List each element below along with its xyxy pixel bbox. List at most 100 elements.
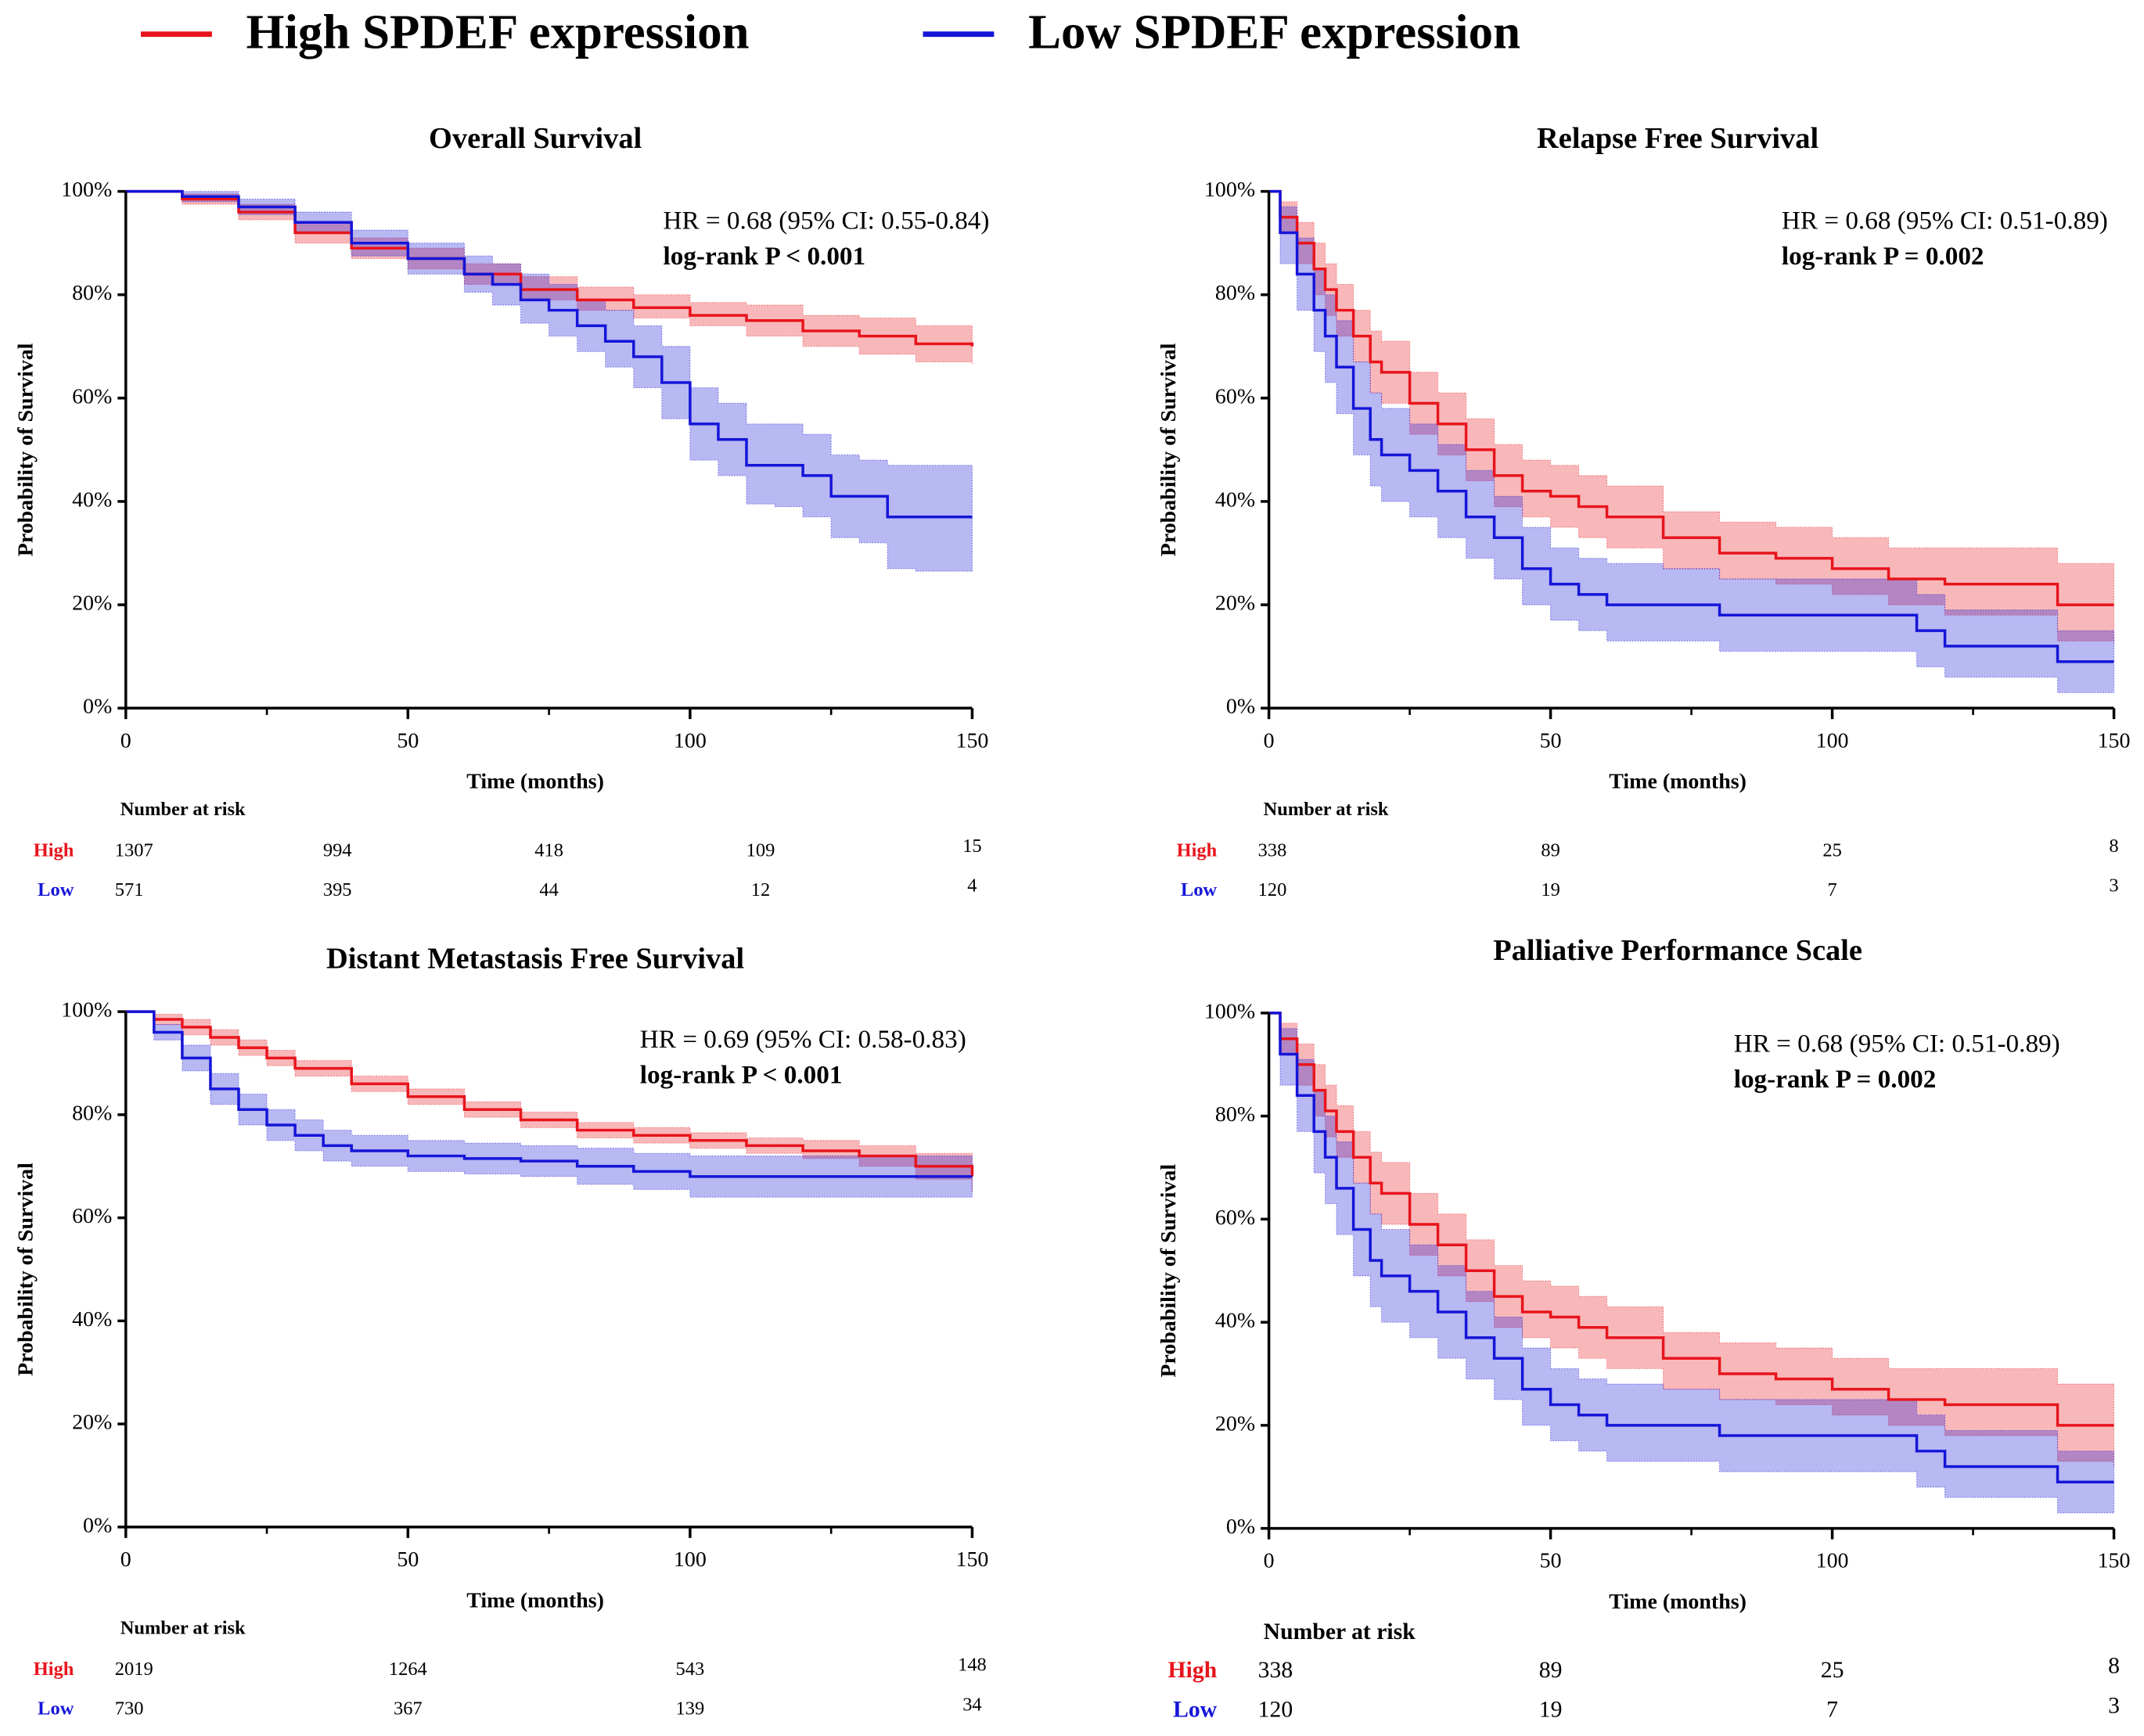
legend-label: High SPDEF expression	[246, 5, 750, 59]
y-tick-label: 20%	[1215, 591, 1255, 615]
y-axis-label: Probability of Survival	[1157, 1164, 1181, 1378]
annotation: log-rank P = 0.002	[1734, 1065, 1937, 1094]
annotation: HR = 0.69 (95% CI: 0.58-0.83)	[640, 1025, 966, 1054]
x-tick-label: 0	[121, 1547, 131, 1572]
y-tick-label: 60%	[1215, 1206, 1255, 1230]
y-tick-label: 80%	[72, 281, 112, 305]
risk-value: 120	[1258, 879, 1287, 900]
risk-value: 1307	[115, 839, 153, 861]
y-tick-label: 40%	[1215, 487, 1255, 512]
x-axis-label: Time (months)	[1609, 770, 1746, 794]
y-tick-label: 0%	[83, 1513, 112, 1537]
x-tick-label: 100	[674, 1547, 707, 1572]
y-tick-label: 60%	[1215, 384, 1255, 408]
survival-line	[1268, 189, 2114, 663]
x-tick-label: 100	[1816, 728, 1849, 753]
risk-value: 543	[676, 1659, 705, 1680]
y-tick-label: 0%	[1226, 695, 1255, 719]
y-tick-label: 0%	[83, 695, 112, 719]
survival-line	[1268, 1012, 2114, 1484]
risk-title: Number at risk	[1264, 1619, 1416, 1644]
risk-value: 8	[2109, 836, 2118, 857]
y-axis-label: Probability of Survival	[13, 343, 38, 556]
risk-title: Number at risk	[1264, 799, 1389, 820]
risk-value: 44	[539, 879, 558, 900]
risk-value: 89	[1541, 839, 1559, 861]
x-tick-label: 150	[2098, 728, 2131, 753]
risk-value: 15	[962, 836, 981, 857]
risk-value: 338	[1258, 839, 1287, 861]
x-tick-label: 0	[1264, 1549, 1275, 1573]
ci-band	[1268, 191, 2115, 693]
risk-value: 12	[751, 879, 770, 900]
risk-value: 571	[115, 879, 144, 900]
risk-value: 120	[1258, 1698, 1293, 1723]
x-tick-label: 0	[1264, 728, 1275, 753]
annotation: HR = 0.68 (95% CI: 0.51-0.89)	[1734, 1029, 2060, 1058]
risk-value: 2019	[115, 1659, 153, 1680]
x-tick-label: 100	[674, 728, 707, 753]
x-axis-label: Time (months)	[466, 770, 604, 794]
ci-band	[125, 191, 973, 572]
risk-row-label: Low	[1181, 879, 1218, 900]
y-tick-label: 80%	[72, 1101, 112, 1125]
risk-value: 1264	[389, 1659, 427, 1680]
survival-line	[1268, 1012, 2114, 1427]
x-tick-label: 150	[955, 1547, 988, 1572]
x-tick-label: 150	[2098, 1549, 2131, 1573]
y-tick-label: 20%	[72, 591, 112, 615]
risk-title: Number at risk	[121, 1618, 246, 1639]
risk-value: 148	[958, 1655, 987, 1676]
y-tick-label: 80%	[1215, 1102, 1255, 1127]
risk-value: 25	[1822, 839, 1841, 861]
risk-row-label: High	[34, 1659, 74, 1680]
survival-line	[125, 1010, 974, 1177]
annotation: log-rank P < 0.001	[664, 242, 866, 271]
risk-value: 418	[534, 839, 563, 861]
risk-value: 3	[2108, 1693, 2120, 1718]
chart-title: Relapse Free Survival	[1537, 122, 1818, 155]
risk-value: 4	[967, 875, 977, 897]
x-tick-label: 50	[1540, 728, 1562, 753]
risk-row-label: Low	[38, 879, 74, 900]
risk-row-label: Low	[38, 1698, 74, 1720]
risk-value: 25	[1821, 1658, 1844, 1683]
y-tick-label: 80%	[1215, 281, 1255, 305]
y-tick-label: 60%	[72, 1204, 112, 1228]
risk-value: 139	[676, 1698, 705, 1720]
risk-value: 730	[115, 1698, 144, 1720]
y-tick-label: 100%	[1204, 999, 1255, 1023]
y-tick-label: 40%	[1215, 1309, 1255, 1333]
risk-value: 7	[1826, 1698, 1838, 1723]
y-tick-label: 100%	[61, 998, 112, 1023]
risk-value: 19	[1541, 879, 1559, 900]
risk-value: 19	[1539, 1698, 1563, 1723]
ci-band	[1268, 1012, 2115, 1514]
risk-title: Number at risk	[121, 799, 246, 820]
x-tick-label: 150	[955, 728, 988, 753]
x-tick-label: 0	[121, 728, 131, 753]
risk-row-label: High	[1168, 1658, 1218, 1683]
risk-value: 367	[394, 1698, 423, 1720]
risk-value: 3	[2109, 875, 2118, 897]
y-tick-label: 40%	[72, 487, 112, 512]
annotation: HR = 0.68 (95% CI: 0.55-0.84)	[664, 206, 990, 235]
risk-value: 994	[323, 839, 352, 861]
risk-value: 395	[323, 879, 352, 900]
x-tick-label: 50	[397, 1547, 419, 1572]
x-tick-label: 100	[1816, 1549, 1849, 1573]
risk-value: 89	[1539, 1658, 1563, 1683]
chart-title: Overall Survival	[429, 122, 642, 155]
y-axis-label: Probability of Survival	[13, 1163, 38, 1376]
annotation: log-rank P = 0.002	[1782, 242, 1984, 271]
y-tick-label: 60%	[72, 384, 112, 408]
y-tick-label: 100%	[61, 178, 112, 202]
risk-row-label: High	[34, 839, 74, 861]
x-tick-label: 50	[1540, 1549, 1562, 1573]
chart-title: Distant Metastasis Free Survival	[326, 942, 744, 975]
survival-line	[125, 189, 973, 519]
y-tick-label: 100%	[1204, 178, 1255, 202]
x-axis-label: Time (months)	[466, 1588, 604, 1612]
risk-value: 7	[1827, 879, 1836, 900]
